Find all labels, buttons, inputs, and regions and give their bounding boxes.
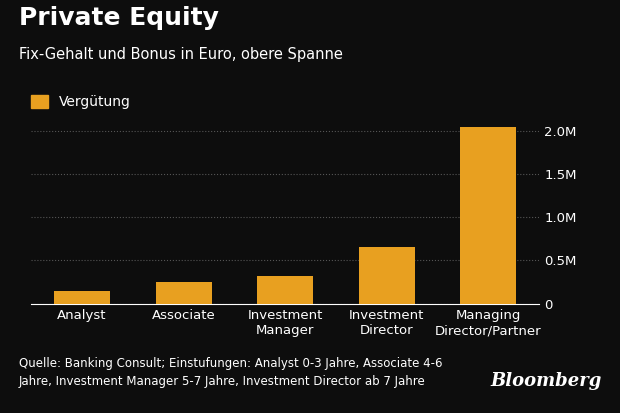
Text: Quelle: Banking Consult; Einstufungen: Analyst 0-3 Jahre, Associate 4-6
Jahre, I: Quelle: Banking Consult; Einstufungen: A… — [19, 357, 442, 388]
Text: Private Equity: Private Equity — [19, 6, 218, 30]
Bar — [54, 291, 110, 304]
Bar — [257, 276, 313, 304]
Bar — [359, 247, 415, 304]
Bar — [461, 126, 516, 304]
Legend: Vergütung: Vergütung — [25, 90, 136, 115]
Text: Fix-Gehalt und Bonus in Euro, obere Spanne: Fix-Gehalt und Bonus in Euro, obere Span… — [19, 47, 342, 62]
Text: Bloomberg: Bloomberg — [490, 372, 601, 390]
Bar — [156, 282, 211, 304]
